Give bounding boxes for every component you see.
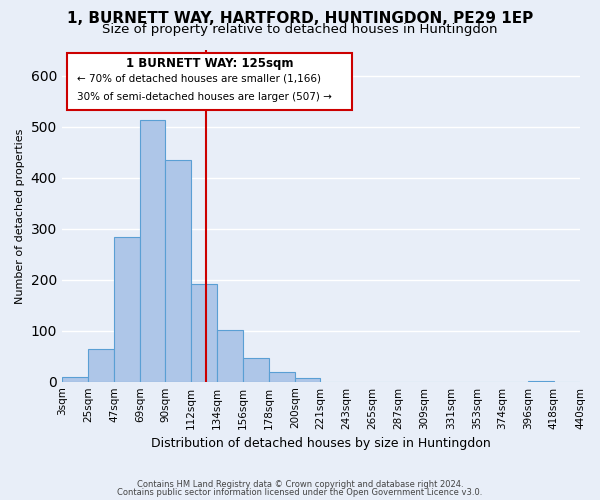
Bar (191, 284, 217, 382)
Text: 30% of semi-detached houses are larger (507) →: 30% of semi-detached houses are larger (… (77, 92, 332, 102)
Bar (114, 238, 140, 382)
Text: 1 BURNETT WAY: 125sqm: 1 BURNETT WAY: 125sqm (126, 56, 293, 70)
Text: Contains public sector information licensed under the Open Government Licence v3: Contains public sector information licen… (118, 488, 482, 497)
Text: 1, BURNETT WAY, HARTFORD, HUNTINGDON, PE29 1EP: 1, BURNETT WAY, HARTFORD, HUNTINGDON, PE… (67, 11, 533, 26)
X-axis label: Distribution of detached houses by size in Huntingdon: Distribution of detached houses by size … (151, 437, 491, 450)
Y-axis label: Number of detached properties: Number of detached properties (15, 128, 25, 304)
Bar (295, 378, 320, 382)
Bar (165, 160, 191, 382)
Bar (217, 330, 243, 382)
Bar (269, 372, 295, 382)
FancyBboxPatch shape (67, 54, 352, 110)
Bar (140, 120, 165, 382)
Text: Contains HM Land Registry data © Crown copyright and database right 2024.: Contains HM Land Registry data © Crown c… (137, 480, 463, 489)
Bar (243, 358, 269, 382)
Text: Size of property relative to detached houses in Huntingdon: Size of property relative to detached ho… (102, 22, 498, 36)
Bar (88, 348, 114, 382)
Bar (528, 380, 554, 382)
Bar (62, 376, 88, 382)
Text: ← 70% of detached houses are smaller (1,166): ← 70% of detached houses are smaller (1,… (77, 74, 322, 84)
